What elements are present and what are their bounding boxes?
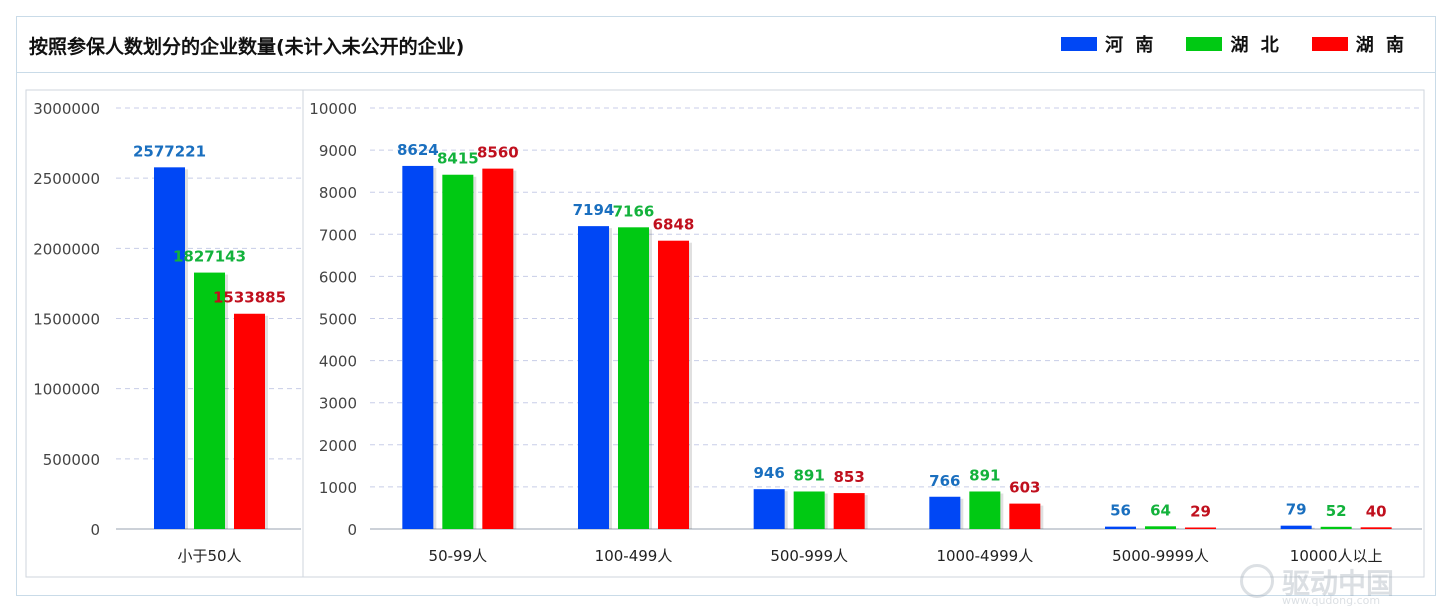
bar-湖北-10000人以上 xyxy=(1320,526,1352,529)
watermark-logo-icon xyxy=(1240,564,1274,598)
y-tick-label: 10000 xyxy=(309,100,357,118)
data-label: 29 xyxy=(1190,503,1211,521)
y-tick-label: 1500000 xyxy=(33,311,100,329)
bar-湖南-小于50人 xyxy=(234,313,265,529)
data-label: 8560 xyxy=(477,144,519,162)
x-tick-label: 1000-4999人 xyxy=(936,547,1033,565)
y-tick-label: 1000 xyxy=(319,479,357,497)
chart-title: 按照参保人数划分的企业数量(未计入未公开的企业) xyxy=(29,36,465,58)
bar-湖北-100-499人 xyxy=(618,227,649,529)
x-tick-label: 10000人以上 xyxy=(1290,547,1383,565)
y-tick-label: 0 xyxy=(90,521,100,539)
x-tick-label: 500-999人 xyxy=(770,547,848,565)
legend-swatch-hunan xyxy=(1311,37,1348,51)
bar-湖北-5000-9999人 xyxy=(1145,526,1176,529)
bar-湖南-10000人以上 xyxy=(1360,527,1392,529)
watermark-name: 驱动中国 xyxy=(1282,567,1395,600)
y-tick-label: 6000 xyxy=(319,268,357,286)
bar-河南-50-99人 xyxy=(402,165,434,529)
data-label: 8624 xyxy=(397,141,439,159)
legend-item-henan[interactable]: 河 南 xyxy=(1061,31,1156,57)
data-label: 40 xyxy=(1366,502,1387,520)
plot-frame-1 xyxy=(302,89,1425,578)
y-tick-label: 2500000 xyxy=(33,170,100,188)
data-label: 766 xyxy=(929,472,960,490)
bar-湖北-1000-4999人 xyxy=(969,491,1001,529)
bar-湖南-5000-9999人 xyxy=(1185,527,1216,529)
x-tick-label: 100-499人 xyxy=(595,547,673,565)
legend: 河 南 湖 北 湖 南 xyxy=(1061,31,1407,57)
y-tick-label: 0 xyxy=(347,521,357,539)
bar-湖南-500-999人 xyxy=(833,493,865,529)
watermark-url: www.qudong.com xyxy=(1282,594,1381,607)
bar-湖北-500-999人 xyxy=(793,491,825,529)
bar-河南-500-999人 xyxy=(753,489,785,529)
data-label: 79 xyxy=(1286,501,1307,519)
data-label: 1827143 xyxy=(173,248,246,266)
y-tick-label: 5000 xyxy=(319,311,357,329)
data-label: 8415 xyxy=(437,150,479,168)
legend-item-hubei[interactable]: 湖 北 xyxy=(1186,31,1281,57)
bar-河南-10000人以上 xyxy=(1280,525,1312,529)
legend-label-hubei: 湖 北 xyxy=(1230,35,1282,56)
data-label: 6848 xyxy=(653,216,695,234)
y-tick-label: 4000 xyxy=(319,353,357,371)
bar-河南-100-499人 xyxy=(578,226,609,529)
y-tick-label: 3000000 xyxy=(33,100,100,118)
bar-湖南-50-99人 xyxy=(482,168,514,529)
y-tick-label: 2000000 xyxy=(33,240,100,258)
data-label: 7194 xyxy=(573,201,615,219)
data-label: 603 xyxy=(1009,479,1040,497)
data-label: 2577221 xyxy=(133,142,206,160)
bar-湖南-100-499人 xyxy=(658,240,689,529)
y-tick-label: 9000 xyxy=(319,142,357,160)
data-label: 64 xyxy=(1150,501,1171,519)
data-label: 853 xyxy=(834,468,865,486)
x-tick-label: 5000-9999人 xyxy=(1112,547,1209,565)
legend-label-hunan: 湖 南 xyxy=(1355,35,1407,56)
y-tick-label: 500000 xyxy=(43,451,100,469)
watermark: 驱动中国 www.qudong.com xyxy=(1240,560,1440,608)
data-label: 891 xyxy=(794,466,825,484)
y-tick-label: 7000 xyxy=(319,226,357,244)
legend-swatch-henan xyxy=(1061,37,1098,51)
data-label: 7166 xyxy=(613,202,655,220)
data-label: 52 xyxy=(1326,502,1347,520)
y-tick-label: 8000 xyxy=(319,184,357,202)
legend-item-hunan[interactable]: 湖 南 xyxy=(1311,31,1407,57)
y-tick-label: 1000000 xyxy=(33,381,100,399)
bar-河南-小于50人 xyxy=(154,167,185,529)
data-label: 1533885 xyxy=(213,289,286,307)
x-tick-label: 50-99人 xyxy=(429,547,488,565)
legend-label-henan: 河 南 xyxy=(1105,35,1157,56)
legend-swatch-hubei xyxy=(1186,37,1223,51)
bar-湖北-50-99人 xyxy=(442,174,474,529)
bar-湖北-小于50人 xyxy=(194,272,225,529)
bar-湖南-1000-4999人 xyxy=(1009,503,1041,529)
bar-河南-5000-9999人 xyxy=(1105,526,1136,529)
x-tick-label: 小于50人 xyxy=(177,547,241,565)
y-tick-label: 2000 xyxy=(319,437,357,455)
bar-河南-1000-4999人 xyxy=(929,496,961,529)
data-label: 946 xyxy=(754,464,785,482)
data-label: 891 xyxy=(969,466,1000,484)
title-bar: 按照参保人数划分的企业数量(未计入未公开的企业) 河 南 湖 北 湖 南 xyxy=(17,17,1435,73)
y-tick-label: 3000 xyxy=(319,395,357,413)
data-label: 56 xyxy=(1110,502,1131,520)
